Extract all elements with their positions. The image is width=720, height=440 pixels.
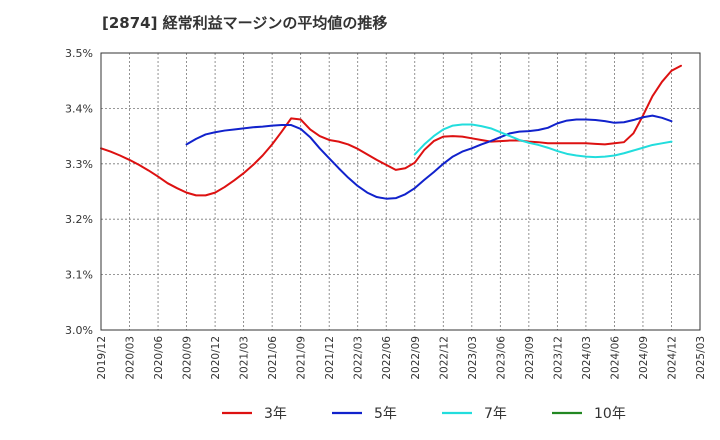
x-tick-label: 2021/12	[324, 336, 336, 380]
legend-label-4: 10年	[594, 406, 626, 422]
plot-frame	[100, 52, 701, 331]
legend-label-3: 7年	[484, 406, 507, 422]
x-tick-label: 2022/09	[410, 336, 422, 380]
x-tick-label: 2022/06	[381, 336, 393, 380]
x-tick-label: 2022/03	[353, 336, 365, 380]
x-tick-label: 2024/06	[609, 336, 621, 380]
legend-label-1: 3年	[264, 406, 287, 422]
x-tick-label: 2020/03	[125, 336, 137, 380]
x-tick-label: 2019/12	[96, 336, 108, 380]
legend-label-2: 5年	[374, 406, 397, 422]
x-tick-label: 2021/06	[267, 336, 279, 380]
series-lines	[100, 64, 682, 200]
x-tick-label: 2021/03	[239, 336, 251, 380]
series-line-3	[413, 123, 673, 159]
x-tick-label: 2022/12	[438, 336, 450, 380]
x-tick-label: 2024/03	[581, 336, 593, 380]
x-tick-label: 2023/12	[552, 336, 564, 380]
y-tick-label: 3.2%	[65, 213, 93, 226]
series-line-1	[100, 64, 682, 197]
legend: 3年 5年 7年 10年	[222, 406, 626, 422]
x-axis-ticks: 2019/12 2020/03 2020/06 2020/09 2020/12 2021/…	[96, 336, 707, 380]
y-tick-label: 3.4%	[65, 102, 93, 115]
y-tick-label: 3.3%	[65, 158, 93, 171]
y-tick-label: 3.5%	[65, 47, 93, 60]
y-tick-label: 3.0%	[65, 324, 93, 337]
x-tick-label: 2024/09	[638, 336, 650, 380]
grid	[101, 53, 700, 330]
x-tick-label: 2020/09	[182, 336, 194, 380]
y-axis-ticks: 3.0% 3.1% 3.2% 3.3% 3.4% 3.5%	[65, 47, 93, 337]
x-tick-label: 2021/09	[296, 336, 308, 380]
y-tick-label: 3.1%	[65, 269, 93, 282]
x-tick-label: 2023/09	[524, 336, 536, 380]
x-tick-label: 2020/06	[153, 336, 165, 380]
x-tick-label: 2023/06	[495, 336, 507, 380]
chart-title: [2874] 経常利益マージンの平均値の推移	[102, 14, 388, 32]
x-tick-label: 2025/03	[695, 336, 707, 380]
x-tick-label: 2024/12	[666, 336, 678, 380]
series-line-2	[185, 114, 673, 200]
x-tick-label: 2023/03	[467, 336, 479, 380]
x-tick-label: 2020/12	[210, 336, 222, 380]
